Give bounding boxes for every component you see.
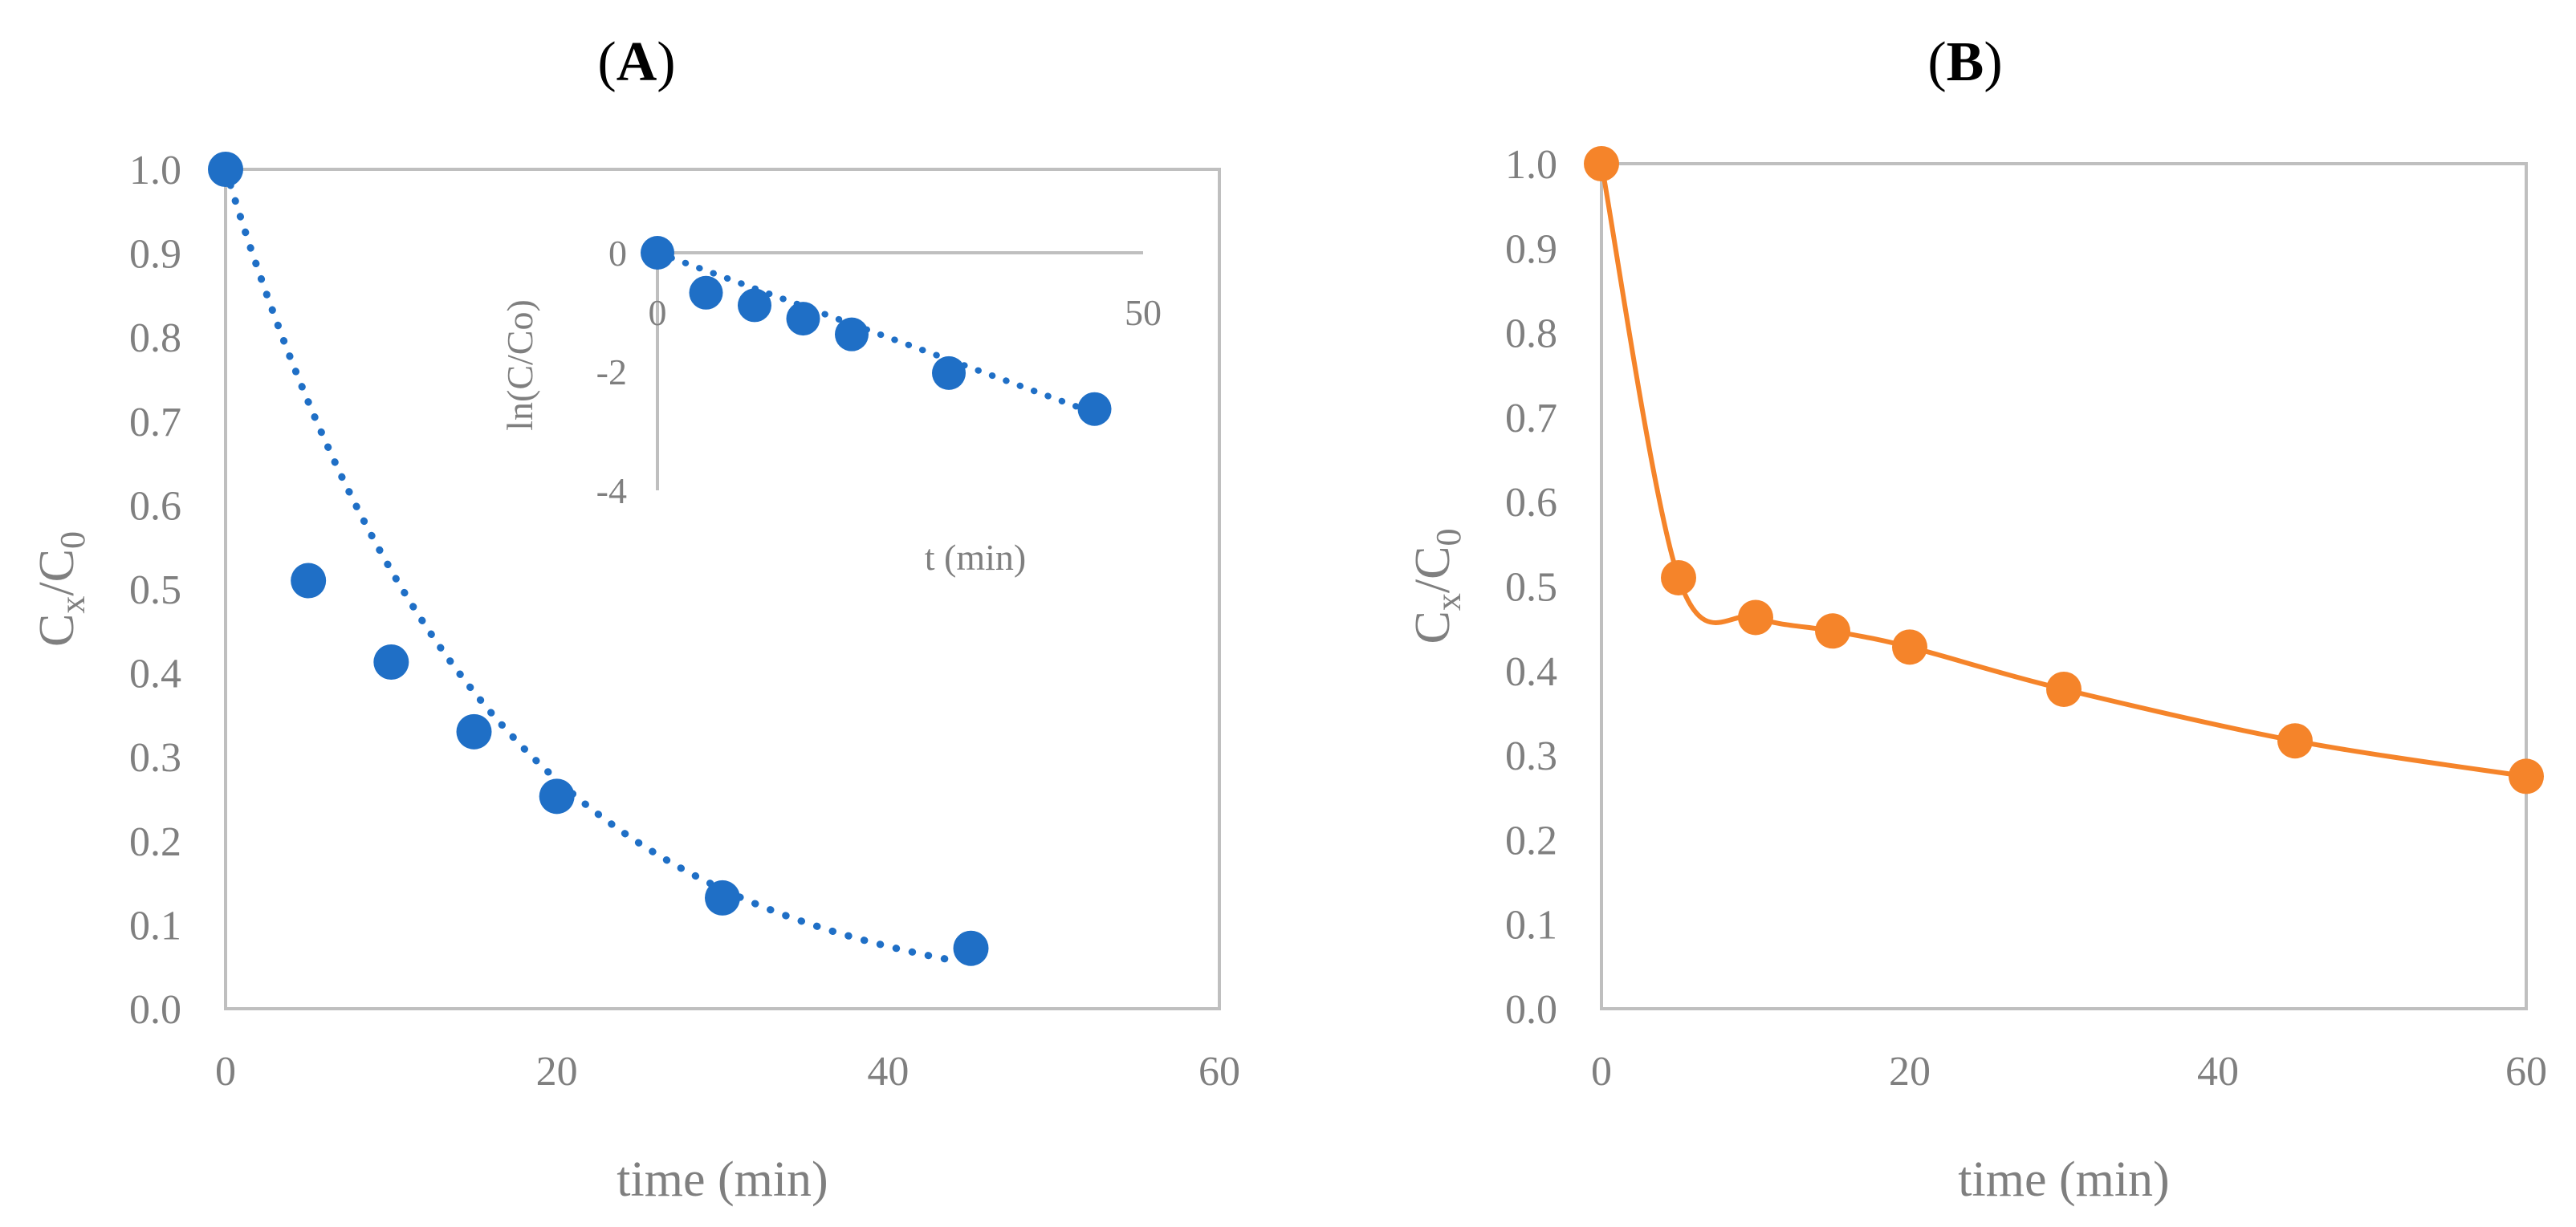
inset-data-point (689, 275, 723, 310)
y-tick-label: 0.7 (1505, 396, 1557, 441)
x-tick-label: 60 (1198, 1049, 1240, 1095)
data-point (705, 880, 740, 916)
plot-area-border (224, 168, 1221, 1010)
y-tick-label: 1.0 (1505, 142, 1557, 188)
x-tick-label: 60 (2505, 1049, 2547, 1095)
data-point (2046, 671, 2082, 707)
y-tick-label: 0.5 (129, 567, 181, 613)
x-tick-label: 0 (215, 1049, 236, 1095)
y-tick-label: 1.0 (129, 148, 181, 193)
inset-data-point (786, 302, 820, 336)
inset-chart: 0 -2 -4 0 50 t (min) ln(C/Co) (499, 233, 1162, 578)
data-point (2277, 723, 2313, 759)
x-axis-label: time (min) (1958, 1152, 2169, 1207)
y-tick-label: 0.9 (1505, 226, 1557, 272)
x-tick-label: 0 (1591, 1049, 1612, 1095)
panel-title: (B) (1927, 31, 2002, 93)
data-point (1584, 146, 1619, 181)
x-tick-label: 20 (536, 1049, 578, 1095)
y-tick-label: 0.0 (1505, 987, 1557, 1033)
x-tick-label: 40 (867, 1049, 909, 1095)
data-point (2509, 758, 2544, 794)
plot-area-border (1600, 162, 2528, 1010)
y-tick-label: 0.7 (129, 400, 181, 445)
y-tick-label: 0.3 (1505, 733, 1557, 779)
inset-data-point (1077, 392, 1112, 426)
x-axis-label: time (min) (617, 1152, 828, 1207)
inset-y-tick-label: 0 (608, 233, 627, 274)
trendline (222, 165, 958, 965)
y-tick-label: 0.4 (1505, 649, 1557, 695)
data-point (953, 930, 989, 966)
data-point (539, 778, 575, 815)
data-point (456, 713, 492, 750)
y-tick-label: 0.6 (129, 483, 181, 529)
x-tick-label: 20 (1889, 1049, 1931, 1095)
inset-x-axis-label: t (min) (925, 537, 1026, 578)
inset-y-axis-label: ln(C/Co) (499, 299, 540, 431)
y-tick-label: 0.1 (129, 903, 181, 949)
inset-data-point (738, 288, 771, 323)
y-axis-label: Cx/C0 (1406, 529, 1468, 644)
y-tick-label: 0.1 (1505, 903, 1557, 949)
panel-a: (A) 0.0 0.1 0.2 0.3 0.4 0.5 0.6 0.7 0.8 0.9 1.0 0 20 4… (30, 31, 1240, 1207)
y-tick-label: 0.8 (129, 315, 181, 361)
inset-data-point (932, 356, 966, 390)
data-point (373, 644, 409, 681)
y-tick-label: 0.4 (129, 652, 181, 697)
inset-data-point (641, 236, 674, 270)
data-point (1738, 599, 1773, 636)
y-tick-label: 0.2 (1505, 818, 1557, 863)
data-point (208, 152, 243, 187)
inset-data-point (835, 317, 869, 351)
x-tick-label: 40 (2197, 1049, 2239, 1095)
y-tick-label: 0.8 (1505, 311, 1557, 357)
data-point (1892, 629, 1927, 665)
y-tick-label: 0.6 (1505, 480, 1557, 526)
inset-trendline (654, 250, 1117, 424)
data-point (291, 563, 327, 599)
y-tick-label: 0.9 (129, 232, 181, 278)
inset-x-tick-label: 50 (1125, 292, 1162, 333)
y-tick-label: 0.5 (1505, 565, 1557, 611)
y-tick-label: 0.0 (129, 987, 181, 1033)
data-point (1661, 559, 1696, 595)
y-tick-label: 0.3 (129, 735, 181, 781)
inset-y-tick-label: -2 (596, 351, 627, 392)
data-point (1815, 613, 1850, 649)
panel-b: (B) 0.0 0.1 0.2 0.3 0.4 0.5 0.6 0.7 0.8 0.9 1.0 0 20 4… (1406, 31, 2547, 1207)
y-axis-label: Cx/C0 (30, 531, 92, 647)
panel-title: (A) (597, 31, 675, 93)
y-tick-label: 0.2 (129, 819, 181, 865)
inset-x-tick-label: 0 (649, 292, 667, 333)
inset-y-tick-label: -4 (596, 470, 627, 511)
